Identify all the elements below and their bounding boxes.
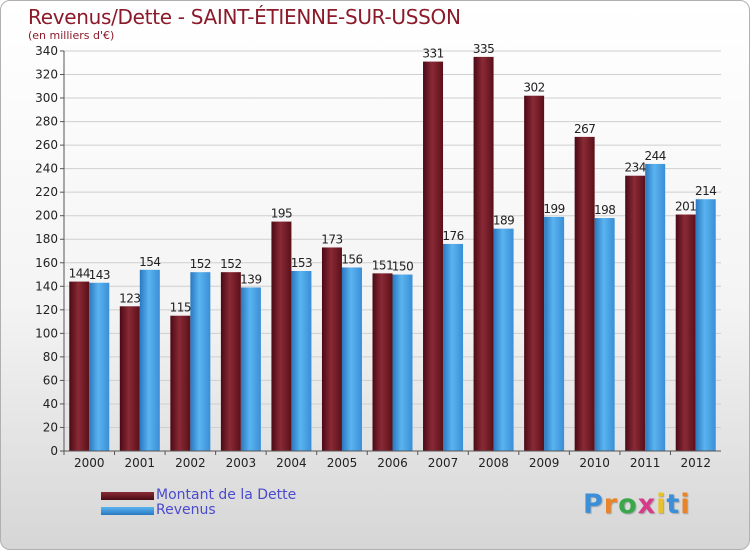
data-label-revenus: 153	[291, 256, 312, 270]
bar-dette	[574, 136, 595, 451]
y-tick-label: 80	[43, 350, 58, 364]
x-tick-label: 2001	[125, 456, 156, 470]
data-label-dette: 335	[473, 42, 494, 56]
x-tick-label: 2007	[428, 456, 459, 470]
data-label-dette: 173	[321, 232, 342, 246]
bar-dette	[423, 61, 444, 452]
data-label-revenus: 198	[594, 203, 615, 217]
bar-revenus	[190, 272, 211, 451]
proxiti-logo: Proxiti	[583, 489, 691, 520]
bar-dette	[170, 315, 191, 451]
x-tick-label: 2005	[327, 456, 358, 470]
data-label-dette: 152	[220, 257, 241, 271]
logo-letter: o	[618, 489, 638, 520]
bar-dette	[119, 306, 140, 451]
y-tick-label: 60	[43, 373, 58, 387]
bar-dette	[473, 56, 494, 451]
data-label-dette: 234	[624, 161, 645, 175]
bar-revenus	[240, 287, 261, 451]
logo-letter: x	[637, 489, 657, 520]
legend-label-revenus: Revenus	[156, 502, 216, 518]
legend-swatch-revenus	[101, 507, 154, 515]
data-label-dette: 123	[119, 291, 140, 305]
bar-dette	[321, 247, 342, 451]
data-label-dette: 331	[422, 47, 443, 61]
y-tick-label: 100	[35, 326, 58, 340]
data-label-revenus: 150	[392, 260, 413, 274]
x-tick-label: 2000	[74, 456, 105, 470]
logo-letter: r	[603, 489, 619, 520]
bar-dette	[69, 281, 90, 451]
data-label-dette: 151	[372, 258, 393, 272]
x-tick-label: 2006	[377, 456, 408, 470]
bar-revenus	[89, 282, 110, 451]
bar-revenus	[341, 267, 362, 451]
y-tick-label: 340	[35, 44, 58, 58]
logo-letter: i	[680, 489, 691, 520]
bar-dette	[372, 273, 393, 451]
data-label-revenus: 199	[543, 202, 564, 216]
bar-revenus	[695, 199, 716, 451]
x-tick-label: 2012	[680, 456, 711, 470]
bar-revenus	[645, 163, 666, 452]
y-tick-label: 240	[35, 162, 58, 176]
bar-dette	[220, 272, 241, 451]
data-label-dette: 115	[170, 301, 191, 315]
bar-dette	[524, 95, 545, 452]
bar-revenus	[291, 271, 312, 451]
bar-revenus	[594, 218, 615, 451]
data-label-revenus: 139	[240, 272, 261, 286]
x-tick-label: 2003	[226, 456, 257, 470]
bar-dette	[271, 221, 292, 451]
legend-label-dette: Montant de la Dette	[156, 487, 297, 503]
chart-subtitle: (en milliers d'€)	[28, 29, 115, 42]
bar-revenus	[493, 228, 514, 451]
bar-dette	[625, 175, 646, 452]
data-label-revenus: 214	[695, 184, 716, 198]
chart-title: Revenus/Dette - SAINT-ÉTIENNE-SUR-USSON	[28, 5, 461, 29]
y-tick-label: 320	[35, 68, 58, 82]
y-tick-label: 140	[35, 279, 58, 293]
data-label-revenus: 143	[89, 268, 110, 282]
y-tick-label: 280	[35, 115, 58, 129]
x-tick-label: 2011	[630, 456, 661, 470]
y-tick-label: 40	[43, 397, 58, 411]
bar-revenus	[544, 216, 565, 451]
y-tick-label: 260	[35, 138, 58, 152]
data-label-dette: 201	[675, 200, 696, 214]
data-label-dette: 267	[574, 122, 595, 136]
x-tick-label: 2009	[529, 456, 560, 470]
x-tick-label: 2002	[175, 456, 206, 470]
y-tick-label: 200	[35, 209, 58, 223]
y-tick-label: 300	[35, 91, 58, 105]
data-label-revenus: 154	[139, 255, 160, 269]
y-tick-label: 220	[35, 185, 58, 199]
bar-revenus	[392, 274, 413, 451]
data-label-dette: 302	[523, 81, 544, 95]
data-label-dette: 195	[271, 207, 292, 221]
bar-dette	[675, 214, 696, 451]
logo-letter: t	[666, 489, 681, 520]
data-label-revenus: 152	[190, 257, 211, 271]
y-tick-label: 160	[35, 256, 58, 270]
logo-letter: P	[583, 489, 604, 520]
x-tick-label: 2010	[579, 456, 610, 470]
logo-letter: i	[656, 489, 667, 520]
bar-revenus	[443, 243, 464, 451]
data-label-revenus: 156	[341, 252, 362, 266]
data-label-revenus: 189	[493, 214, 514, 228]
bar-revenus	[139, 269, 160, 451]
legend-swatch-dette	[101, 492, 154, 500]
data-label-dette: 144	[69, 267, 90, 281]
x-tick-label: 2008	[478, 456, 509, 470]
y-tick-label: 120	[35, 303, 58, 317]
y-tick-label: 0	[50, 444, 58, 458]
x-tick-label: 2004	[276, 456, 307, 470]
data-label-revenus: 244	[644, 149, 665, 163]
data-label-revenus: 176	[442, 229, 463, 243]
y-tick-label: 180	[35, 232, 58, 246]
y-tick-label: 20	[43, 420, 58, 434]
